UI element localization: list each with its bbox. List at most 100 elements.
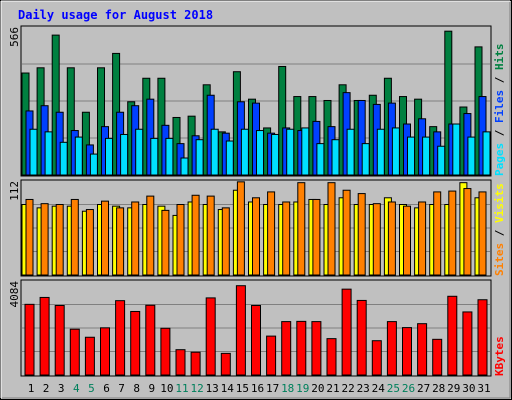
kbytes-bar bbox=[371, 340, 382, 376]
legend-pages-files-hits: Pages / Files / Hits bbox=[493, 44, 506, 177]
hits-files-pages-bars bbox=[21, 30, 491, 176]
pages-bar bbox=[422, 136, 431, 176]
day-label: 5 bbox=[88, 382, 95, 395]
sites-bar bbox=[312, 198, 321, 276]
pages-bar bbox=[256, 130, 264, 176]
sites-bar bbox=[372, 203, 381, 276]
visits-sites-bars bbox=[21, 181, 487, 276]
sites-bar bbox=[403, 205, 411, 276]
sites-bar bbox=[191, 194, 200, 276]
kbytes-bar bbox=[281, 321, 292, 376]
pages-bar bbox=[225, 140, 234, 176]
sites-bar bbox=[70, 198, 79, 276]
pages-bar bbox=[271, 133, 280, 176]
pages-bar bbox=[240, 128, 249, 176]
kbytes-bar bbox=[296, 320, 307, 376]
sites-bar bbox=[206, 195, 215, 276]
ymax-label-hits: 566 bbox=[8, 27, 21, 47]
pages-bar bbox=[135, 128, 144, 176]
day-label: 16 bbox=[251, 382, 264, 395]
day-label: 7 bbox=[118, 382, 125, 395]
legend-sep: / bbox=[493, 70, 506, 90]
day-label: 14 bbox=[221, 382, 235, 395]
kbytes-bars bbox=[24, 285, 488, 376]
sites-bar bbox=[40, 203, 49, 276]
pages-bar bbox=[286, 128, 295, 176]
sites-bar bbox=[357, 193, 366, 276]
kbytes-bar bbox=[220, 352, 231, 376]
legend-visits: Visits bbox=[493, 183, 506, 223]
kbytes-bar bbox=[341, 288, 352, 376]
chart-title: Daily usage for August 2018 bbox=[18, 8, 213, 22]
kbytes-bar bbox=[130, 310, 141, 376]
sites-bar bbox=[267, 191, 276, 276]
sites-bar bbox=[342, 189, 351, 276]
kbytes-bar bbox=[432, 338, 443, 376]
kbytes-bar bbox=[235, 285, 246, 376]
pages-bar bbox=[29, 128, 38, 176]
kbytes-bar bbox=[417, 323, 428, 376]
kbytes-bar bbox=[326, 338, 337, 376]
day-label: 18 bbox=[281, 382, 294, 395]
day-label: 9 bbox=[148, 382, 155, 395]
sites-bar bbox=[252, 197, 260, 276]
pages-bar bbox=[407, 136, 415, 176]
pages-bar bbox=[180, 157, 189, 176]
x-axis-day-labels: 1 2 3 4 5 6 7 8 9 10 11 12 13 14 15 16 17 18 19 20 21 22 23 24 2… bbox=[28, 382, 491, 395]
legend-sites: Sites bbox=[493, 243, 506, 276]
kbytes-bar bbox=[54, 304, 65, 376]
kbytes-bar bbox=[39, 296, 50, 376]
pages-bar bbox=[391, 127, 400, 176]
kbytes-bar bbox=[462, 311, 473, 376]
pages-bar bbox=[316, 143, 325, 176]
day-label: 21 bbox=[326, 382, 339, 395]
sites-bar bbox=[131, 201, 140, 276]
day-label: 4 bbox=[73, 382, 80, 395]
kbytes-bar bbox=[402, 327, 412, 376]
legend-files: Files bbox=[493, 90, 506, 123]
kbytes-bar bbox=[69, 328, 80, 376]
sites-bar bbox=[448, 190, 457, 276]
day-label: 3 bbox=[58, 382, 65, 395]
sites-bar bbox=[236, 181, 245, 276]
day-label: 28 bbox=[432, 382, 445, 395]
pages-bar bbox=[361, 143, 370, 176]
ymax-label-visits: 112 bbox=[8, 181, 21, 201]
sites-bar bbox=[282, 201, 291, 276]
kbytes-bar bbox=[386, 321, 397, 376]
pages-bar bbox=[210, 128, 219, 176]
legend-sites-visits: Sites / Visits bbox=[493, 183, 506, 276]
pages-bar bbox=[74, 136, 83, 176]
day-label: 1 bbox=[28, 382, 35, 395]
pages-bar bbox=[452, 123, 461, 176]
kbytes-bar bbox=[100, 327, 110, 376]
pages-bar bbox=[59, 141, 68, 176]
kbytes-bar bbox=[447, 295, 458, 376]
sites-bar bbox=[297, 182, 306, 276]
day-label: 20 bbox=[311, 382, 324, 395]
day-label: 31 bbox=[477, 382, 490, 395]
pages-bar bbox=[301, 127, 310, 176]
day-label: 8 bbox=[133, 382, 140, 395]
legend-pages: Pages bbox=[493, 143, 506, 176]
kbytes-bar bbox=[477, 299, 488, 376]
kbytes-bar bbox=[266, 335, 277, 376]
kbytes-bar bbox=[24, 303, 35, 376]
pages-bar bbox=[195, 139, 204, 176]
day-label: 12 bbox=[190, 382, 203, 395]
day-label: 13 bbox=[206, 382, 219, 395]
kbytes-bar bbox=[311, 321, 322, 376]
kbytes-bar bbox=[205, 297, 216, 376]
day-label: 25 bbox=[387, 382, 400, 395]
legend-sep: / bbox=[493, 123, 506, 143]
day-label: 15 bbox=[236, 382, 249, 395]
ymax-label-kbytes: 4084 bbox=[8, 281, 21, 308]
pages-bar bbox=[89, 153, 98, 176]
legend-sep: / bbox=[493, 223, 506, 243]
sites-bar bbox=[478, 191, 487, 276]
pages-bar bbox=[105, 137, 113, 176]
day-label: 30 bbox=[462, 382, 475, 395]
kbytes-bar bbox=[84, 336, 95, 376]
sites-bar bbox=[327, 182, 336, 276]
day-label: 6 bbox=[103, 382, 110, 395]
